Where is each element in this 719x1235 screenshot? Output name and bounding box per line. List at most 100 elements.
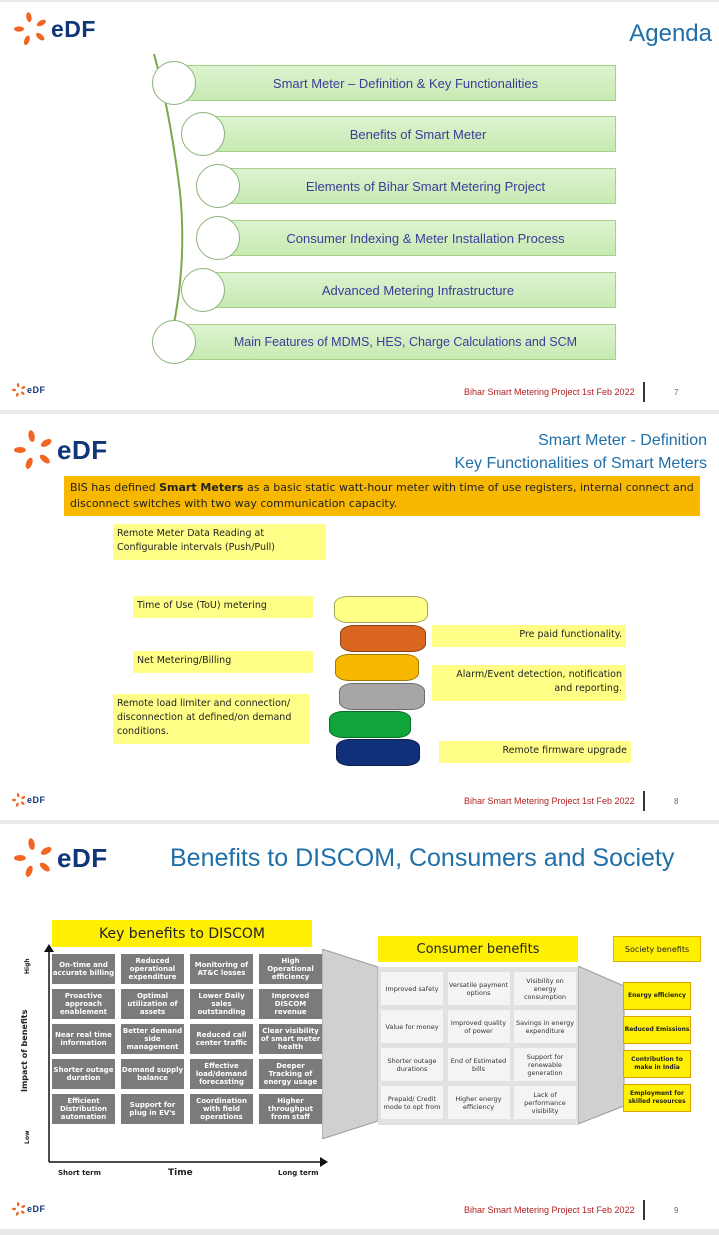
footer-text: Bihar Smart Metering Project 1st Feb 202…: [464, 387, 635, 397]
x-long-label: Long term: [278, 1169, 319, 1177]
consumer-benefit-cell: Savings in energy expenditure: [514, 1010, 576, 1043]
discom-title: Key benefits to DISCOM: [52, 920, 312, 947]
impact-time-axes: [44, 944, 328, 1167]
edf-flower-icon: [12, 1202, 26, 1216]
discom-benefit-cell: Efficient Distribution automation: [52, 1094, 115, 1124]
y-high-label: High: [24, 958, 31, 974]
agenda-item-label: Smart Meter – Definition & Key Functiona…: [272, 75, 539, 91]
agenda-bullet: [152, 320, 196, 364]
footer-divider: [643, 791, 645, 811]
discom-benefit-cell: Support for plug in EV's: [121, 1094, 184, 1124]
consumer-benefit-cell: Lack of performance visibility: [514, 1086, 576, 1119]
y-axis-label: Impact of benefits: [20, 1009, 29, 1092]
agenda-bullet: [196, 216, 240, 260]
page-subtitle: Key Functionalities of Smart Meters: [454, 455, 707, 472]
consumer-title: Consumer benefits: [378, 936, 578, 962]
consumer-benefit-cell: Support for renewable generation: [514, 1048, 576, 1081]
agenda-bullet: [181, 112, 225, 156]
consumer-benefit-cell: Value for money: [381, 1010, 443, 1043]
page-number: 9: [674, 1206, 679, 1215]
edf-flower-icon: [12, 793, 26, 807]
consumer-benefit-cell: Higher energy efficiency: [447, 1086, 510, 1119]
funnel-connector: [578, 966, 625, 1125]
logo-text: eDF: [27, 795, 46, 805]
discom-benefit-cell: Optimal utilization of assets: [121, 989, 184, 1019]
slide-agenda: eDF Agenda Smart Meter – Definition & Ke…: [0, 2, 719, 410]
society-benefit-item: Reduced Emissions: [623, 1016, 691, 1044]
society-title: Society benefits: [613, 936, 701, 962]
edf-flower-icon: [12, 383, 26, 397]
agenda-item-label: Advanced Metering Infrastructure: [321, 282, 515, 298]
discom-benefit-cell: Better demand side management: [121, 1024, 184, 1054]
logo-text: eDF: [57, 434, 108, 465]
page-number: 8: [674, 797, 679, 806]
footer-logo: eDF: [12, 793, 46, 807]
discom-benefit-cell: On-time and accurate billing: [52, 954, 115, 984]
logo-text: eDF: [57, 842, 108, 873]
feature-load-limiter: Remote load limiter and connection/ disc…: [113, 694, 309, 744]
discom-benefit-cell: Effective load/demand forecasting: [190, 1059, 253, 1089]
edf-logo: eDF: [14, 12, 96, 46]
discom-benefit-cell: Deeper Tracking of energy usage: [259, 1059, 322, 1089]
agenda-item-3[interactable]: Elements of Bihar Smart Metering Project: [215, 168, 616, 204]
slide-benefits: eDF Benefits to DISCOM, Consumers and So…: [0, 824, 719, 1229]
logo-text: eDF: [51, 15, 96, 42]
discom-benefit-cell: Reduced call center traffic: [190, 1024, 253, 1054]
agenda-item-5[interactable]: Advanced Metering Infrastructure: [200, 272, 616, 308]
footer-text: Bihar Smart Metering Project 1st Feb 202…: [464, 796, 635, 806]
feature-tou-metering: Time of Use (ToU) metering: [133, 596, 313, 618]
edf-logo: eDF: [14, 838, 108, 878]
meter-layer-disk: [339, 683, 425, 710]
edf-flower-icon: [14, 838, 52, 877]
consumer-benefit-cell: Versatile payment options: [447, 972, 510, 1005]
discom-benefit-cell: Clear visibility of smart meter health: [259, 1024, 322, 1054]
society-benefit-item: Employment for skilled resources: [623, 1084, 691, 1112]
consumer-benefit-cell: Prepaid/ Credit mode to opt from: [381, 1086, 443, 1119]
consumer-benefit-cell: End of Estimated bills: [447, 1048, 510, 1081]
discom-benefit-cell: Shorter outage duration: [52, 1059, 115, 1089]
meter-layer-disk: [335, 654, 419, 681]
y-low-label: Low: [24, 1130, 31, 1145]
edf-logo: eDF: [14, 430, 108, 470]
feature-prepaid: Pre paid functionality.: [432, 625, 626, 647]
bis-bold-text: Smart Meters: [159, 481, 244, 494]
funnel-connector: [322, 949, 379, 1139]
discom-benefit-cell: Monitoring of AT&C losses: [190, 954, 253, 984]
consumer-benefit-cell: Improved quality of power: [447, 1010, 510, 1043]
meter-layer-disk: [340, 625, 426, 652]
discom-benefit-cell: Improved DISCOM revenue: [259, 989, 322, 1019]
society-benefit-item: Energy efficiency: [623, 982, 691, 1010]
agenda-item-1[interactable]: Smart Meter – Definition & Key Functiona…: [175, 65, 616, 101]
meter-layer-disk: [329, 711, 411, 738]
society-benefit-item: Contribution to make in India: [623, 1050, 691, 1078]
discom-benefit-cell: Coordination with field operations: [190, 1094, 253, 1124]
agenda-bullet: [181, 268, 225, 312]
consumer-benefit-cell: Improved safety: [381, 972, 443, 1005]
agenda-item-label: Main Features of MDMS, HES, Charge Calcu…: [233, 335, 578, 349]
feature-net-metering: Net Metering/Billing: [133, 651, 313, 673]
discom-benefit-cell: Proactive approach enablement: [52, 989, 115, 1019]
discom-benefit-cell: Demand supply balance: [121, 1059, 184, 1089]
agenda-item-6[interactable]: Main Features of MDMS, HES, Charge Calcu…: [175, 324, 616, 360]
agenda-item-label: Consumer Indexing & Meter Installation P…: [286, 230, 565, 246]
logo-text: eDF: [27, 1204, 46, 1214]
consumer-benefit-cell: Shorter outage durations: [381, 1048, 443, 1081]
discom-benefit-cell: High Operational efficiency: [259, 954, 322, 984]
agenda-bullet: [196, 164, 240, 208]
feature-firmware-upgrade: Remote firmware upgrade: [439, 741, 631, 763]
footer-logo: eDF: [12, 1202, 46, 1216]
discom-benefit-cell: Near real time information: [52, 1024, 115, 1054]
footer-logo: eDF: [12, 383, 46, 397]
agenda-bullet: [152, 61, 196, 105]
discom-benefit-cell: Higher throughput from staff: [259, 1094, 322, 1124]
logo-text: eDF: [27, 385, 46, 395]
bis-definition: BIS has defined Smart Meters as a basic …: [64, 476, 700, 516]
agenda-item-2[interactable]: Benefits of Smart Meter: [200, 116, 616, 152]
bis-text: as a basic static watt-hour meter with t…: [70, 481, 694, 510]
edf-flower-icon: [14, 430, 52, 469]
agenda-item-4[interactable]: Consumer Indexing & Meter Installation P…: [215, 220, 616, 256]
meter-layer-disk: [334, 596, 428, 623]
slide-smart-meter-definition: eDF Smart Meter - Definition Key Functio…: [0, 414, 719, 820]
feature-remote-reading: Remote Meter Data Reading at Configurabl…: [113, 524, 326, 560]
footer-divider: [643, 382, 645, 402]
